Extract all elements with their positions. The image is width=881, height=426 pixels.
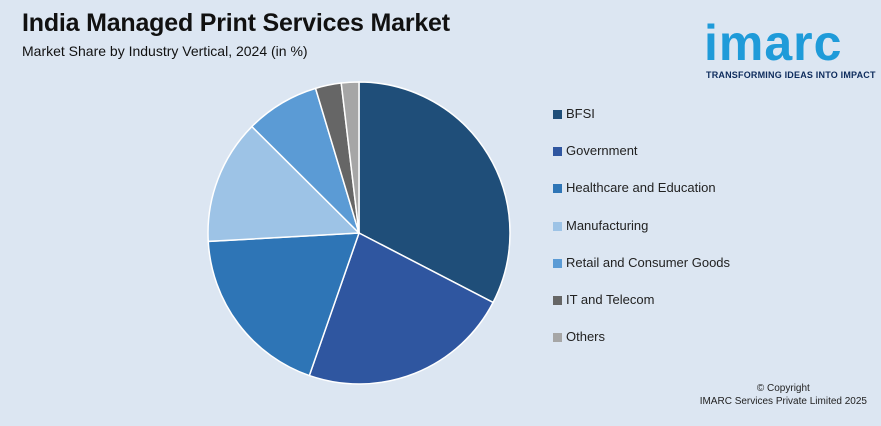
legend-item: BFSI (553, 106, 730, 143)
legend-item: Government (553, 143, 730, 180)
copyright-notice: © Copyright IMARC Services Private Limit… (700, 382, 867, 408)
chart-legend: BFSI Government Healthcare and Education Ma… (553, 106, 730, 366)
legend-label: IT and Telecom (566, 291, 655, 307)
legend-label: BFSI (566, 106, 595, 121)
legend-swatch (553, 333, 562, 343)
legend-swatch (553, 147, 562, 157)
legend-item: Healthcare and Education (553, 180, 730, 217)
chart-subtitle: Market Share by Industry Vertical, 2024 … (22, 43, 308, 59)
pie-slice-others (340, 81, 360, 234)
logo-wordmark: imarc (704, 15, 843, 71)
pie-slice-government (308, 231, 495, 385)
legend-swatch (553, 221, 562, 231)
legend-item: Retail and Consumer Goods (553, 255, 730, 292)
legend-label: Others (566, 329, 606, 345)
legend-label: Manufacturing (566, 217, 649, 233)
legend-label: Healthcare and Education (566, 180, 716, 196)
legend-swatch (553, 295, 562, 305)
legend-item: Others (553, 329, 730, 366)
legend-label: Retail and Consumer Goods (566, 254, 731, 270)
legend-swatch (553, 110, 562, 119)
chart-title: India Managed Print Services Market (22, 9, 450, 37)
legend-label: Government (566, 143, 638, 159)
imarc-logo: imarc TRANSFORMING IDEAS INTO IMPACT (704, 6, 876, 84)
pie-slice-manufacturing (207, 125, 361, 243)
legend-swatch (553, 258, 562, 268)
copyright-company: IMARC Services Private Limited 2025 (699, 396, 867, 407)
pie-slice-healthcare-and-education (207, 232, 361, 377)
legend-item: Manufacturing (553, 218, 730, 255)
pie-slice-bfsi (358, 81, 511, 304)
copyright-line: © Copyright (756, 383, 810, 394)
legend-swatch (553, 184, 562, 194)
pie-chart (207, 81, 511, 385)
logo-tagline: TRANSFORMING IDEAS INTO IMPACT (706, 70, 876, 80)
legend-item: IT and Telecom (553, 292, 730, 329)
